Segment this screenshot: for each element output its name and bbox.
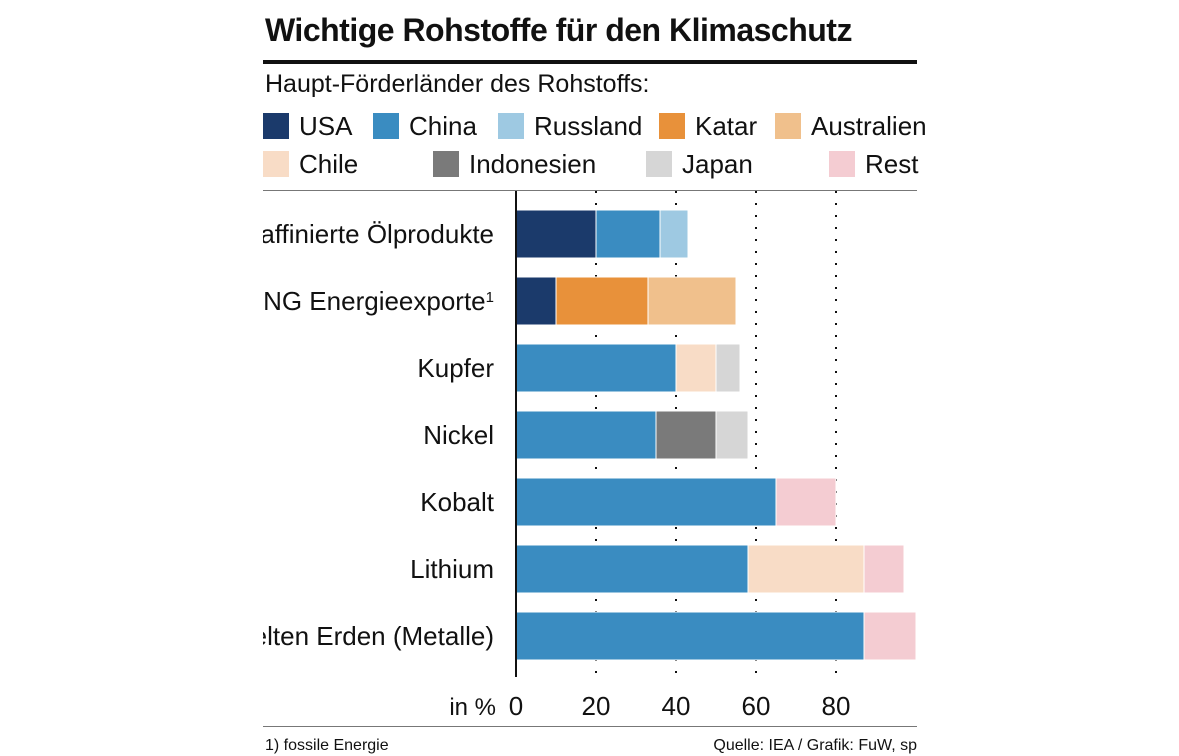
chart-title: Wichtige Rohstoffe für den Klimaschutz — [265, 12, 852, 48]
legend-item-katar: Katar — [659, 110, 758, 141]
category-label-5: Kobalt — [420, 487, 494, 517]
legend-swatch-russland — [498, 113, 524, 139]
legend-label-russland: Russland — [534, 110, 643, 141]
bar-segment-5-china — [515, 477, 777, 527]
x-tick-label-20: 20 — [582, 691, 611, 721]
bar-segment-6-chile — [747, 544, 865, 594]
title-rule — [263, 60, 917, 64]
category-label-1: Raffinierte Ölprodukte — [263, 219, 494, 249]
infographic: Wichtige Rohstoffe für den Klimaschutz H… — [263, 0, 927, 756]
bar-segment-7-rest — [863, 611, 917, 661]
category-label-4: Nickel — [423, 420, 494, 450]
x-tick-label-80: 80 — [822, 691, 851, 721]
legend-swatch-indonesien — [433, 151, 459, 177]
x-tick-label-0: 0 — [509, 691, 523, 721]
legend-swatch-china — [373, 113, 399, 139]
bar-segment-3-china — [515, 343, 677, 393]
legend-label-rest: Rest — [865, 148, 919, 179]
x-tick-label-60: 60 — [742, 691, 771, 721]
stacked-bar-chart: Raffinierte Ölprodukte LNG Energieexporte… — [263, 191, 917, 721]
category-label-7: Selten Erden (Metalle) — [263, 621, 494, 651]
bar-segment-7-china — [515, 611, 865, 661]
legend-subtitle: Haupt-Förderländer des Rohstoffs: — [265, 70, 650, 98]
bar-segment-6-china — [515, 544, 749, 594]
source-credit: Quelle: IEA / Grafik: FuW, sp — [713, 737, 917, 754]
legend-label-japan: Japan — [682, 148, 753, 179]
legend-swatch-australien — [775, 113, 801, 139]
bar-segment-1-china — [595, 209, 661, 259]
legend-item-japan: Japan — [646, 148, 753, 179]
footnote: 1) fossile Energie — [265, 737, 389, 754]
legend-item-australien: Australien — [775, 110, 927, 141]
legend-label-china: China — [409, 110, 477, 141]
legend-item-indonesien: Indonesien — [433, 148, 597, 179]
category-footnote-marker: 1 — [486, 289, 494, 306]
legend-item-china: China — [373, 110, 477, 141]
legend-label-indonesien: Indonesien — [469, 148, 597, 179]
bar-segment-1-usa — [515, 209, 597, 259]
bar-segment-2-katar — [555, 276, 649, 326]
legend-label-usa: USA — [299, 110, 353, 141]
bar-segment-3-chile — [675, 343, 717, 393]
bar-segment-3-japan — [715, 343, 741, 393]
bar-segment-4-china — [515, 410, 657, 460]
x-tick-label-40: 40 — [662, 691, 691, 721]
legend-swatch-chile — [263, 151, 289, 177]
legend-label-katar: Katar — [695, 110, 758, 141]
bar-segment-4-japan — [715, 410, 749, 460]
legend-swatch-katar — [659, 113, 685, 139]
legend-label-australien: Australien — [811, 110, 927, 141]
legend-item-usa: USA — [263, 110, 353, 141]
legend-swatch-usa — [263, 113, 289, 139]
legend-rule — [263, 190, 917, 191]
legend-item-rest: Rest — [829, 148, 919, 179]
category-label-2: LNG Energieexporte1 — [263, 286, 494, 316]
legend-label-chile: Chile — [299, 148, 359, 179]
legend-swatch-japan — [646, 151, 672, 177]
bar-segment-5-rest — [775, 477, 837, 527]
x-axis-label: in % — [449, 694, 496, 721]
legend-item-chile: Chile — [263, 148, 359, 179]
footer-rule — [263, 726, 917, 727]
bar-segment-1-russland — [659, 209, 689, 259]
legend-item-russland: Russland — [498, 110, 643, 141]
category-label-6: Lithium — [410, 554, 494, 584]
bar-segment-2-australien — [647, 276, 737, 326]
legend-swatch-rest — [829, 151, 855, 177]
bar-segment-6-rest — [863, 544, 905, 594]
bar-segment-2-usa — [515, 276, 557, 326]
category-label-3: Kupfer — [417, 353, 494, 383]
bar-segment-4-indonesien — [655, 410, 717, 460]
